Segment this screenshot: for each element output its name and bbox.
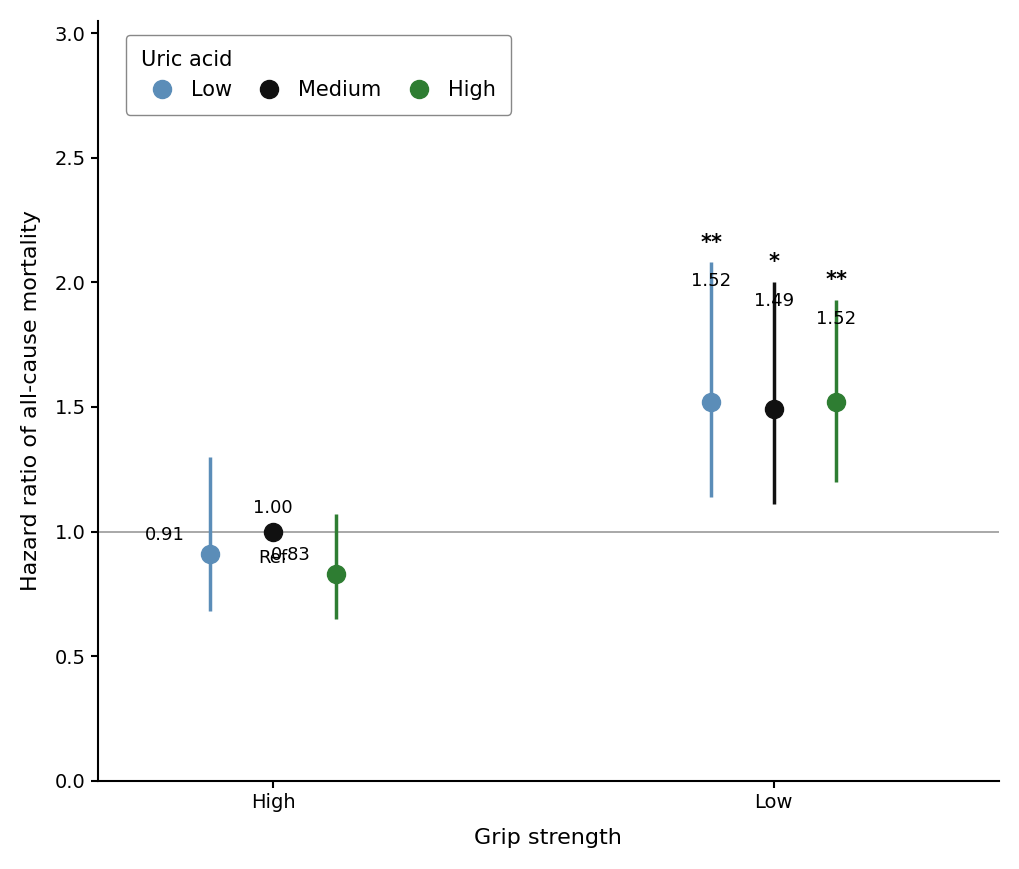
Text: 1.00: 1.00 (253, 499, 292, 516)
Text: 1.52: 1.52 (815, 310, 856, 328)
Text: 1.52: 1.52 (691, 273, 731, 290)
Text: 1.49: 1.49 (753, 292, 793, 310)
Text: 0.91: 0.91 (145, 526, 185, 544)
X-axis label: Grip strength: Grip strength (474, 828, 622, 848)
Y-axis label: Hazard ratio of all-cause mortality: Hazard ratio of all-cause mortality (20, 210, 41, 591)
Text: Ref: Ref (258, 549, 287, 567)
Text: 0.83: 0.83 (270, 546, 310, 564)
Text: *: * (767, 253, 779, 273)
Text: **: ** (699, 233, 721, 253)
Legend: Low, Medium, High: Low, Medium, High (126, 35, 511, 115)
Text: **: ** (824, 270, 847, 290)
